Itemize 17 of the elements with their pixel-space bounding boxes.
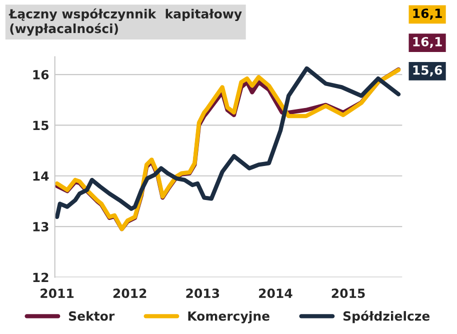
y-tick-label: 16 [33,70,49,80]
text: 15,6 [413,65,442,76]
legend-label: Sektor [68,311,115,321]
x-tick-label: 2013 [186,288,220,298]
y-tick-label: 13 [33,222,48,232]
x-tick-label: 2014 [259,288,292,298]
x-tick-label: 2011 [40,288,74,298]
text: 16,1 [413,36,442,48]
legend-label: Spółdzielcze [343,310,430,324]
y-tick-label: 15 [33,120,48,130]
chart-title: Łączny współczynnik kapitałowy (wypłacalności) [8,8,242,36]
legend-label: Komercyjne [188,311,270,324]
y-tick-label: 12 [33,272,48,282]
x-tick-label: 2015 [332,288,365,298]
text: 16,1 [413,8,442,20]
y-tick-label: 14 [33,172,49,181]
x-tick-label: 2012 [113,288,146,298]
